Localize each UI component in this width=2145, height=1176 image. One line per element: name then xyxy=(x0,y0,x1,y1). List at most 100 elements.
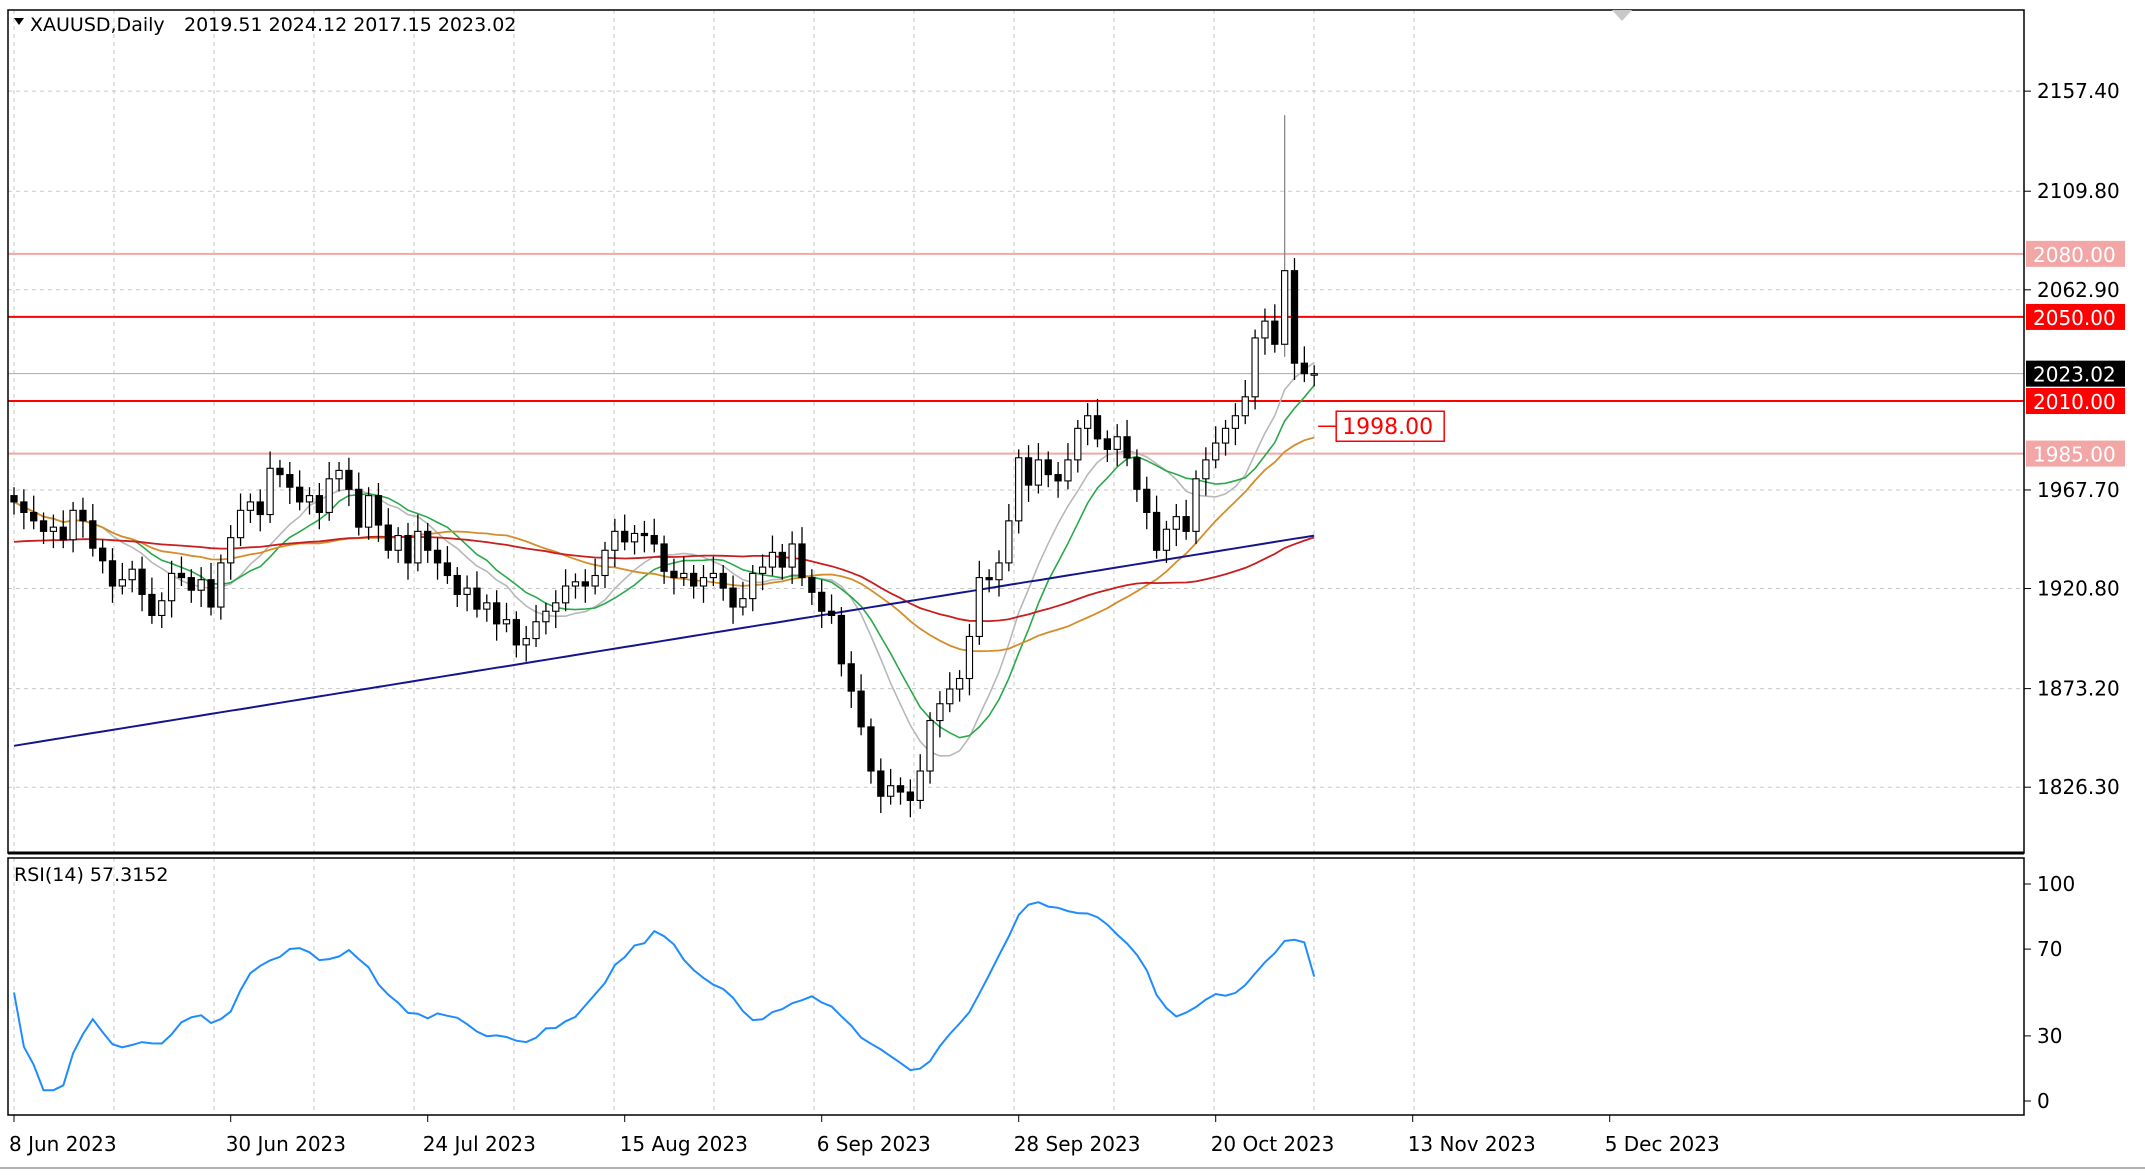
candle[interactable] xyxy=(167,560,176,618)
candle[interactable] xyxy=(315,483,323,530)
candle[interactable] xyxy=(719,564,727,601)
candle[interactable] xyxy=(709,556,717,587)
candle[interactable] xyxy=(1123,419,1131,467)
candle[interactable] xyxy=(1281,115,1289,357)
candle[interactable] xyxy=(630,525,639,555)
candle[interactable] xyxy=(1143,476,1151,530)
candle[interactable] xyxy=(138,556,146,612)
candle[interactable] xyxy=(20,489,28,530)
candle[interactable] xyxy=(1005,504,1013,572)
candle[interactable] xyxy=(591,558,599,595)
candle[interactable] xyxy=(1202,447,1210,496)
candle[interactable] xyxy=(758,554,767,591)
candle[interactable] xyxy=(424,522,432,563)
candle[interactable] xyxy=(483,594,491,622)
candle[interactable] xyxy=(670,558,678,595)
candle[interactable] xyxy=(975,560,983,645)
candle[interactable] xyxy=(325,461,333,521)
candle[interactable] xyxy=(650,518,658,553)
candle[interactable] xyxy=(946,672,954,713)
candle[interactable] xyxy=(818,579,826,629)
candle[interactable] xyxy=(1044,451,1052,488)
candle[interactable] xyxy=(99,539,107,574)
candle[interactable] xyxy=(1310,365,1318,387)
candle[interactable] xyxy=(246,493,255,523)
candle[interactable] xyxy=(827,594,836,624)
candle[interactable] xyxy=(1064,443,1072,490)
candle[interactable] xyxy=(847,651,855,708)
candle[interactable] xyxy=(867,718,875,784)
candle[interactable] xyxy=(522,625,530,662)
candle[interactable] xyxy=(276,459,284,488)
candle[interactable] xyxy=(59,510,67,549)
candle[interactable] xyxy=(1084,403,1092,446)
candle[interactable] xyxy=(512,611,520,658)
candle[interactable] xyxy=(1093,398,1102,448)
candle[interactable] xyxy=(217,554,225,620)
candle[interactable] xyxy=(384,508,392,559)
candle[interactable] xyxy=(1300,346,1308,383)
candle[interactable] xyxy=(1231,403,1240,446)
candle[interactable] xyxy=(798,527,806,587)
candle[interactable] xyxy=(286,461,294,505)
candle[interactable] xyxy=(335,461,343,492)
candle[interactable] xyxy=(985,569,993,593)
candle[interactable] xyxy=(79,497,87,538)
candle[interactable] xyxy=(1133,449,1141,502)
candle[interactable] xyxy=(108,548,117,603)
candle[interactable] xyxy=(768,535,777,576)
candle[interactable] xyxy=(1034,443,1043,494)
candle[interactable] xyxy=(778,543,786,580)
candle[interactable] xyxy=(473,571,481,618)
candle[interactable] xyxy=(926,712,934,784)
candle[interactable] xyxy=(936,691,944,738)
candle[interactable] xyxy=(680,556,688,587)
candle[interactable] xyxy=(1290,258,1299,380)
candle[interactable] xyxy=(571,573,580,599)
candle[interactable] xyxy=(916,754,924,809)
candle[interactable] xyxy=(404,522,412,580)
candle[interactable] xyxy=(808,569,816,605)
candle[interactable] xyxy=(1261,308,1269,355)
candle[interactable] xyxy=(10,487,18,515)
candle[interactable] xyxy=(502,602,511,633)
candle[interactable] xyxy=(532,604,540,647)
candle[interactable] xyxy=(552,590,560,629)
candle[interactable] xyxy=(49,514,58,549)
candle[interactable] xyxy=(128,560,136,593)
candle[interactable] xyxy=(118,562,126,595)
candle[interactable] xyxy=(256,489,264,532)
candle[interactable] xyxy=(1182,499,1190,540)
candle[interactable] xyxy=(492,590,501,641)
candle[interactable] xyxy=(295,470,304,511)
candle[interactable] xyxy=(345,457,353,507)
candle[interactable] xyxy=(187,569,195,603)
candle[interactable] xyxy=(739,581,747,616)
candle[interactable] xyxy=(906,779,914,818)
candle[interactable] xyxy=(207,562,215,616)
candle[interactable] xyxy=(699,564,708,603)
candle[interactable] xyxy=(394,527,402,563)
candle[interactable] xyxy=(621,514,629,551)
candle[interactable] xyxy=(640,520,649,553)
candle[interactable] xyxy=(542,602,550,635)
candle[interactable] xyxy=(463,575,471,612)
candle[interactable] xyxy=(177,556,186,587)
candle[interactable] xyxy=(1113,424,1121,467)
candle[interactable] xyxy=(1024,445,1033,502)
candle[interactable] xyxy=(788,531,796,584)
candle[interactable] xyxy=(877,758,885,814)
candle[interactable] xyxy=(837,607,846,677)
candle[interactable] xyxy=(1054,461,1062,498)
candle[interactable] xyxy=(611,518,619,568)
candle[interactable] xyxy=(660,535,668,584)
candle[interactable] xyxy=(39,512,48,544)
candle[interactable] xyxy=(1074,419,1082,473)
candle[interactable] xyxy=(601,541,609,589)
candle[interactable] xyxy=(955,670,964,702)
candle[interactable] xyxy=(1015,449,1023,534)
candle[interactable] xyxy=(1162,520,1171,563)
candle[interactable] xyxy=(1221,419,1230,456)
candle[interactable] xyxy=(995,550,1003,597)
